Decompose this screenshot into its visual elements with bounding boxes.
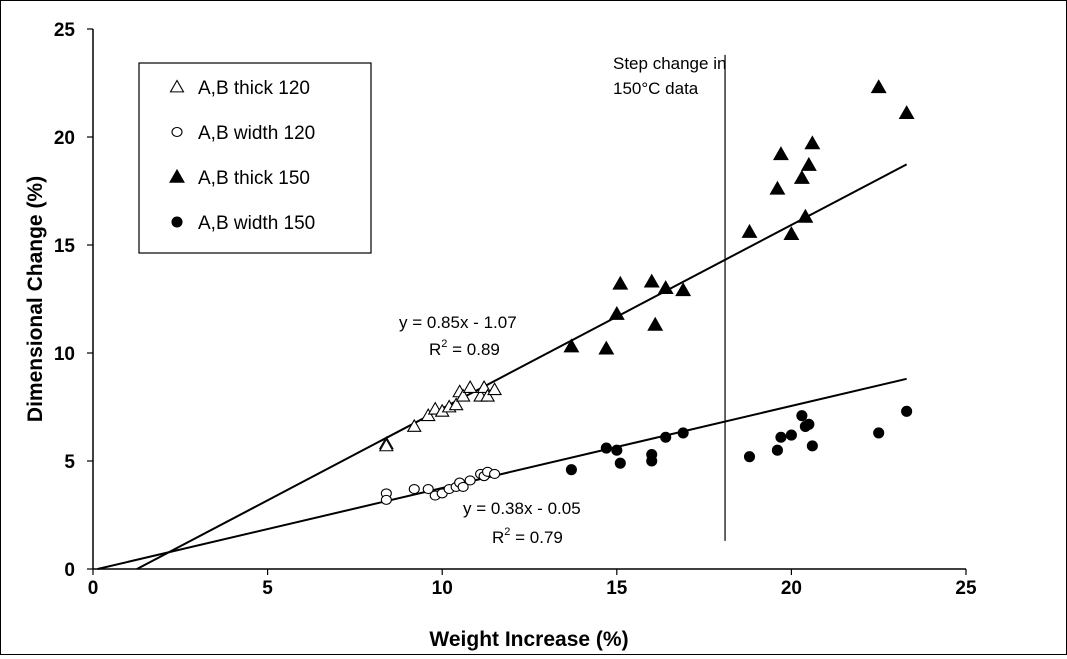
point-thick-150 (804, 135, 821, 150)
point-width-150 (775, 431, 787, 443)
x-tick-label: 5 (262, 578, 273, 599)
point-thick-120 (455, 388, 471, 402)
point-width-150 (743, 451, 756, 463)
point-thick-150 (657, 280, 674, 295)
point-thick-150 (898, 105, 915, 120)
point-width-150 (614, 457, 626, 469)
point-width-150 (660, 431, 672, 443)
point-width-150 (803, 418, 815, 430)
point-width-150 (873, 427, 885, 439)
legend-marker-thick-120 (169, 79, 185, 93)
y-axis-title: Dimensional Change (%) (24, 176, 47, 422)
y-tick-label: 5 (64, 452, 75, 473)
point-thick-150 (783, 226, 800, 240)
point-thick-120 (420, 408, 436, 422)
legend-marker-thick-150 (169, 168, 185, 183)
trend-thick-r2-symbol: R (429, 340, 441, 359)
trend-width-r2-exponent: 2 (504, 526, 510, 538)
trend-thick-r2-exponent: 2 (441, 338, 447, 350)
x-tick-label: 10 (432, 578, 453, 599)
point-width-150 (611, 444, 623, 456)
point-width-150 (785, 429, 797, 441)
x-tick-label: 15 (606, 578, 628, 599)
point-width-150 (565, 464, 577, 476)
trendline-thick (136, 163, 908, 570)
point-width-120 (464, 475, 476, 486)
legend-label-width-120: A,B width 120 (198, 123, 315, 144)
point-width-150 (796, 410, 808, 422)
point-width-120 (457, 481, 469, 492)
trend-width-equation: y = 0.38x - 0.05 (463, 499, 581, 518)
legend-label-thick-120: A,B thick 120 (198, 78, 310, 99)
x-axis-title: Weight Increase (%) (429, 628, 628, 651)
trend-thick-r2-value: = 0.89 (447, 340, 499, 359)
point-width-150 (600, 442, 612, 454)
point-width-150 (646, 455, 658, 467)
point-thick-150 (643, 273, 660, 288)
point-thick-120 (487, 382, 503, 396)
point-width-150 (806, 440, 818, 452)
point-thick-150 (647, 316, 664, 331)
legend-label-thick-150: A,B thick 150 (198, 168, 310, 189)
y-tick-label: 20 (54, 128, 75, 149)
y-tick-label: 0 (64, 560, 75, 581)
point-width-120 (422, 484, 434, 495)
point-thick-150 (793, 169, 810, 184)
step-change-label-line2: 150°C data (613, 79, 699, 98)
trendline-width (97, 377, 907, 570)
point-thick-150 (797, 208, 814, 223)
y-tick-label: 10 (54, 344, 75, 365)
point-thick-120 (406, 418, 422, 432)
point-thick-120 (462, 379, 478, 393)
legend: A,B thick 120 A,B width 120 A,B thick 15… (138, 62, 372, 254)
y-tick-label: 25 (54, 20, 76, 41)
point-width-120 (489, 468, 501, 480)
point-width-150 (771, 444, 783, 456)
legend-marker-width-120 (171, 126, 183, 138)
point-thick-120 (448, 397, 464, 411)
y-tick-label: 15 (54, 236, 76, 257)
point-thick-150 (598, 340, 615, 355)
point-thick-150 (675, 282, 692, 297)
legend-label-width-150: A,B width 150 (198, 213, 315, 234)
point-width-150 (677, 427, 689, 439)
point-thick-150 (612, 275, 629, 290)
point-width-120 (408, 484, 420, 495)
point-thick-150 (741, 223, 758, 238)
point-thick-150 (769, 180, 786, 195)
point-thick-120 (480, 388, 496, 402)
point-thick-150 (870, 79, 887, 94)
x-tick-label: 25 (955, 578, 977, 599)
trend-width-r2: R2 = 0.79 (492, 526, 563, 547)
trend-width-r2-value: = 0.79 (510, 528, 562, 547)
trend-thick-r2: R2 = 0.89 (429, 338, 500, 359)
legend-marker-width-150 (171, 216, 183, 228)
point-width-120 (380, 494, 392, 505)
trend-thick-equation: y = 0.85x - 1.07 (399, 313, 517, 332)
point-thick-120 (378, 438, 394, 452)
trend-width-r2-symbol: R (492, 528, 504, 547)
x-tick-label: 0 (88, 578, 99, 599)
point-thick-150 (772, 146, 789, 161)
x-tick-label: 20 (781, 578, 802, 599)
point-thick-150 (608, 306, 625, 320)
point-thick-150 (563, 338, 580, 353)
point-width-150 (901, 405, 913, 417)
point-thick-150 (800, 156, 817, 171)
step-change-label-line1: Step change in (613, 54, 726, 73)
